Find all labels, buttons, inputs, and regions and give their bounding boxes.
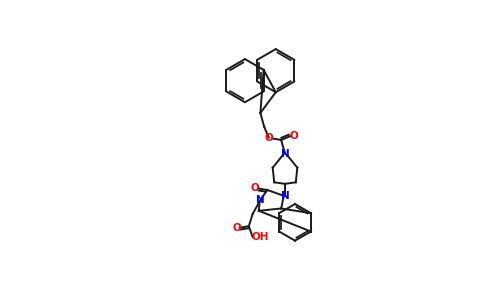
Text: O: O bbox=[264, 133, 273, 142]
Text: N: N bbox=[256, 195, 265, 205]
Text: O: O bbox=[289, 131, 298, 141]
Text: OH: OH bbox=[252, 232, 269, 242]
Text: O: O bbox=[233, 223, 242, 233]
Text: N: N bbox=[281, 149, 289, 159]
Text: O: O bbox=[251, 184, 259, 194]
Text: N: N bbox=[281, 191, 289, 201]
